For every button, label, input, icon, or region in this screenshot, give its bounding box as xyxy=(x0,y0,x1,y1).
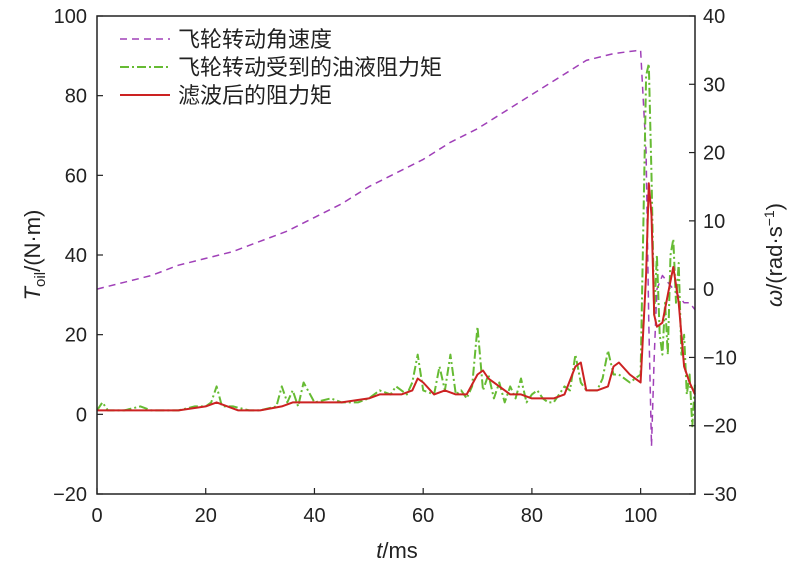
left-tick-label: 60 xyxy=(65,165,87,187)
left-tick-label: 100 xyxy=(54,6,87,28)
left-tick-label: −20 xyxy=(53,484,87,506)
left-tick-label: 80 xyxy=(65,86,87,108)
legend-label-oil-torque: 飞轮转动受到的油液阻力矩 xyxy=(178,56,442,81)
right-tick-label: −10 xyxy=(703,347,737,369)
right-tick-label: 40 xyxy=(703,6,725,28)
x-tick-label: 40 xyxy=(303,505,325,527)
x-tick-label: 80 xyxy=(521,505,543,527)
series-line-2 xyxy=(97,182,696,412)
plot-series xyxy=(96,49,696,447)
series-line-0 xyxy=(96,49,696,447)
right-tick-label: 20 xyxy=(703,143,725,165)
x-tick-label: 0 xyxy=(91,505,102,527)
left-axis-title: Toil/(N·m) xyxy=(20,210,49,301)
legend: 飞轮转动角速度 飞轮转动受到的油液阻力矩 滤波后的阻力矩 xyxy=(120,28,442,109)
left-tick-label: 20 xyxy=(65,325,87,347)
right-axis-title: ω/(rad·s−1) xyxy=(761,203,787,307)
left-tick-label: 40 xyxy=(65,245,87,267)
right-tick-label: 10 xyxy=(703,211,725,233)
legend-label-angular-velocity: 飞轮转动角速度 xyxy=(178,28,332,53)
legend-label-filtered-torque: 滤波后的阻力矩 xyxy=(178,84,332,109)
series-line-1 xyxy=(96,62,696,428)
left-tick-label: 0 xyxy=(76,404,87,426)
x-tick-label: 20 xyxy=(195,505,217,527)
right-tick-label: 0 xyxy=(703,279,714,301)
right-tick-label: −30 xyxy=(703,484,737,506)
x-tick-label: 100 xyxy=(624,505,657,527)
right-axis-ticks: −30 −20 −10 0 10 20 30 40 xyxy=(689,6,737,506)
right-tick-label: 30 xyxy=(703,74,725,96)
x-axis-ticks: 0 20 40 60 80 100 xyxy=(91,488,657,527)
x-axis-title: t/ms xyxy=(376,538,418,563)
x-tick-label: 60 xyxy=(412,505,434,527)
left-axis-ticks: −20 0 20 40 60 80 100 xyxy=(53,6,103,506)
right-tick-label: −20 xyxy=(703,416,737,438)
